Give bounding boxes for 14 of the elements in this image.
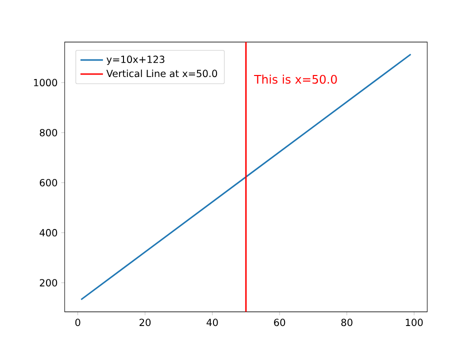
y-tick-label: 800 [40, 128, 58, 136]
x-tick-label: 0 [75, 318, 80, 326]
ref-line-label: Vertical Line at x=50.0 [106, 69, 218, 77]
x-tick-label: 100 [406, 318, 423, 326]
y-tick-label: 1000 [34, 78, 58, 86]
annotation: This is x=50.0 [254, 74, 337, 84]
x-tick-label: 40 [206, 318, 218, 326]
y-tick-label: 200 [40, 278, 58, 286]
x-tick-label: 60 [274, 318, 286, 326]
y-tick-label: 400 [40, 228, 58, 236]
y-tick-label: 600 [40, 178, 58, 186]
x-tick-label: 80 [341, 318, 352, 326]
legend-label: y=10x+123 [106, 56, 164, 65]
x-tick-label: 20 [140, 318, 151, 326]
